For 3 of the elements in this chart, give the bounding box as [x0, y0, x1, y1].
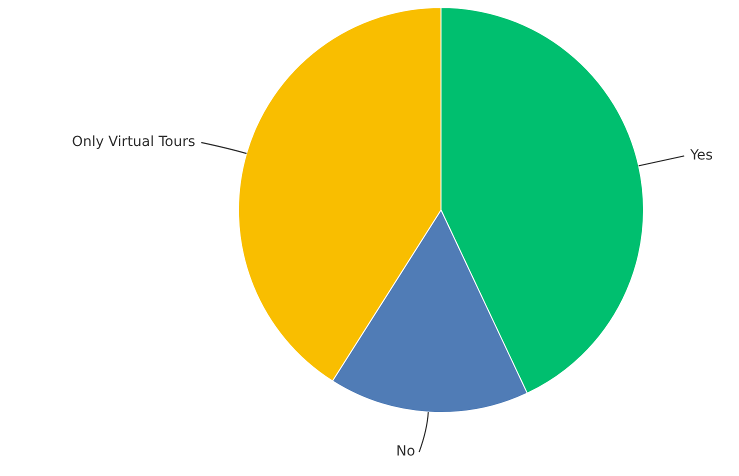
slice-label: Only Virtual Tours	[72, 134, 196, 150]
slice-label: No	[396, 444, 416, 460]
slice-label: Yes	[689, 148, 713, 164]
